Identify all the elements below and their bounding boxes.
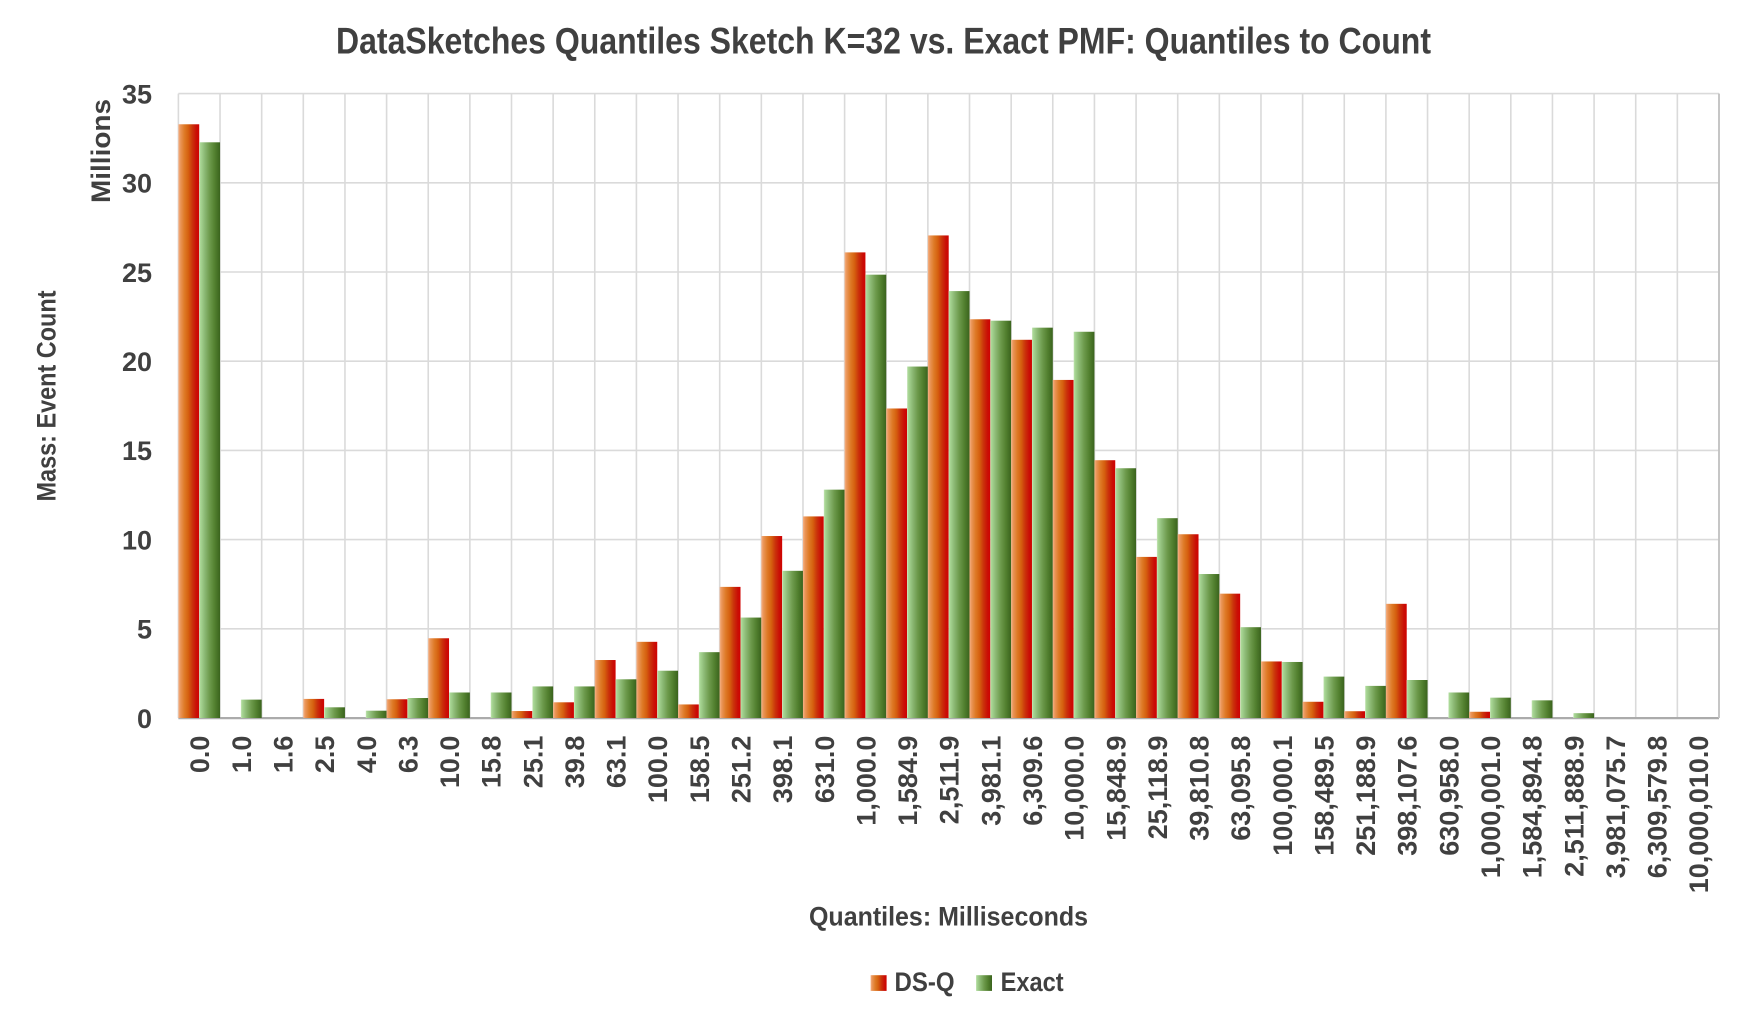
svg-text:63.1: 63.1 — [602, 736, 632, 789]
svg-text:1,000,001.0: 1,000,001.0 — [1476, 736, 1506, 879]
svg-text:6.3: 6.3 — [393, 736, 423, 774]
svg-text:DataSketches Quantiles Sketch: DataSketches Quantiles Sketch K=32 vs. E… — [336, 21, 1431, 62]
svg-text:100,000.1: 100,000.1 — [1268, 736, 1298, 856]
svg-text:35: 35 — [122, 79, 152, 109]
svg-text:3,981,075.7: 3,981,075.7 — [1601, 736, 1631, 879]
svg-text:DS-Q: DS-Q — [895, 967, 955, 997]
svg-text:1.0: 1.0 — [227, 736, 257, 774]
svg-text:158,489.5: 158,489.5 — [1309, 736, 1339, 856]
svg-text:100.0: 100.0 — [643, 736, 673, 804]
svg-text:63,095.8: 63,095.8 — [1226, 736, 1256, 841]
svg-text:Millions: Millions — [86, 99, 116, 203]
svg-text:25: 25 — [122, 258, 152, 288]
svg-text:30: 30 — [122, 169, 152, 199]
svg-text:630,958.0: 630,958.0 — [1434, 736, 1464, 856]
svg-text:2.5: 2.5 — [310, 736, 340, 774]
svg-text:1.6: 1.6 — [268, 736, 298, 774]
svg-text:25.1: 25.1 — [518, 736, 548, 789]
svg-text:6,309.6: 6,309.6 — [1018, 736, 1048, 826]
svg-text:398.1: 398.1 — [768, 736, 798, 804]
svg-text:39.8: 39.8 — [560, 736, 590, 789]
svg-text:0: 0 — [137, 704, 152, 734]
svg-text:631.0: 631.0 — [810, 736, 840, 804]
svg-text:398,107.6: 398,107.6 — [1393, 736, 1423, 856]
svg-text:5: 5 — [137, 615, 152, 645]
svg-text:15: 15 — [122, 436, 152, 466]
svg-text:10,000,010.0: 10,000,010.0 — [1684, 736, 1714, 894]
svg-text:10,000.0: 10,000.0 — [1060, 736, 1090, 841]
svg-text:10.0: 10.0 — [435, 736, 465, 789]
svg-text:2,511,888.9: 2,511,888.9 — [1559, 736, 1589, 877]
svg-text:158.5: 158.5 — [685, 736, 715, 804]
svg-text:25,118.9: 25,118.9 — [1143, 736, 1173, 840]
svg-text:20: 20 — [122, 347, 152, 377]
svg-text:39,810.8: 39,810.8 — [1185, 736, 1215, 841]
svg-text:251.2: 251.2 — [727, 736, 757, 804]
svg-text:15,848.9: 15,848.9 — [1101, 736, 1131, 841]
svg-text:1,584.9: 1,584.9 — [893, 736, 923, 826]
svg-text:10: 10 — [122, 525, 152, 555]
svg-text:15.8: 15.8 — [477, 736, 507, 789]
svg-text:1,584,894.8: 1,584,894.8 — [1518, 736, 1548, 879]
svg-text:Exact: Exact — [1001, 967, 1064, 997]
svg-text:4.0: 4.0 — [352, 736, 382, 774]
svg-text:1,000.0: 1,000.0 — [851, 736, 881, 826]
svg-text:3,981.1: 3,981.1 — [976, 736, 1006, 826]
svg-text:6,309,579.8: 6,309,579.8 — [1643, 736, 1673, 879]
svg-text:Mass: Event Count: Mass: Event Count — [32, 290, 62, 501]
svg-text:Quantiles: Milliseconds: Quantiles: Milliseconds — [809, 902, 1088, 932]
svg-text:0.0: 0.0 — [185, 736, 215, 774]
svg-text:251,188.9: 251,188.9 — [1351, 736, 1381, 856]
svg-text:2,511.9: 2,511.9 — [935, 736, 965, 825]
